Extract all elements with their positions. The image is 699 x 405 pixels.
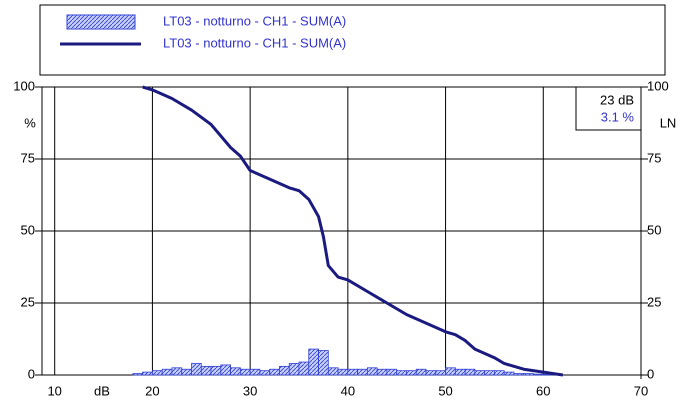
x-tick-label: 10 [47,383,61,398]
histogram-bar [513,373,525,376]
y2-tick-label: 75 [647,150,661,165]
histogram-bar [366,367,378,376]
histogram-bar [396,370,407,376]
y-tick-label: 50 [21,222,35,237]
x-tick-label: 30 [243,383,257,398]
histogram-bar [142,371,153,376]
y-tick-label: 100 [13,78,35,93]
histogram-bar [454,368,466,376]
histogram-bar [503,371,515,376]
legend-label: LT03 - notturno - CH1 - SUM(A) [163,35,346,50]
x-tick-label: 50 [438,383,452,398]
y2-axis-label: LN [660,115,677,130]
histogram-bar [239,368,251,376]
histogram-bar [484,370,495,376]
histogram-bar [220,364,231,376]
histogram-bar [230,367,241,376]
histogram-bar [523,373,534,376]
x-tick-label: 70 [634,383,648,398]
histogram-bar [288,363,300,376]
y-tick-label: 0 [28,366,35,381]
x-tick-label: 20 [145,383,159,398]
histogram-bar [406,370,417,376]
histogram-bar [327,367,339,376]
histogram-bar [533,373,544,376]
histogram-bar [279,365,290,376]
histogram-bar [161,368,173,376]
histogram-bar [425,370,437,376]
histogram-bar [376,368,388,376]
y-axis-label: % [24,115,36,130]
histogram-bar [210,365,222,376]
histogram-bar [415,368,427,376]
histogram-bar [347,368,359,376]
histogram-bar [445,367,456,376]
histogram-bar [318,350,329,376]
histogram-bar [494,370,505,376]
y-tick-label: 25 [21,294,35,309]
histogram-bar [298,361,310,376]
legend-swatch [66,14,136,30]
histogram-bar [464,368,476,376]
histogram-bar [249,368,261,376]
histogram-bar [132,373,144,376]
histogram-bar [191,363,202,376]
histogram-bar [337,368,349,376]
x-axis-label: dB [94,383,110,398]
y2-tick-label: 25 [647,294,661,309]
histogram-bar [474,370,486,376]
histogram-bar [200,365,212,376]
histogram-bar [259,370,271,376]
y2-tick-label: 0 [647,366,654,381]
cumulative-line [142,85,564,377]
x-tick-label: 60 [536,383,550,398]
legend-label: LT03 - notturno - CH1 - SUM(A) [163,13,346,28]
annotation: 23 dB [600,92,634,107]
histogram-bar [357,368,368,376]
histogram-bar [181,368,192,376]
histogram-bar [269,368,280,376]
legend-box [39,4,666,76]
histogram-bar [152,370,163,376]
y-tick-label: 75 [21,150,35,165]
x-tick-label: 40 [341,383,355,398]
histogram-bar [308,348,319,376]
annotation-box [575,86,642,131]
histogram-bar [386,368,398,376]
y2-tick-label: 100 [647,78,669,93]
y2-tick-label: 50 [647,222,661,237]
histogram-bar [171,367,183,376]
annotation: 3.1 % [601,109,635,124]
histogram-bar [435,370,446,376]
